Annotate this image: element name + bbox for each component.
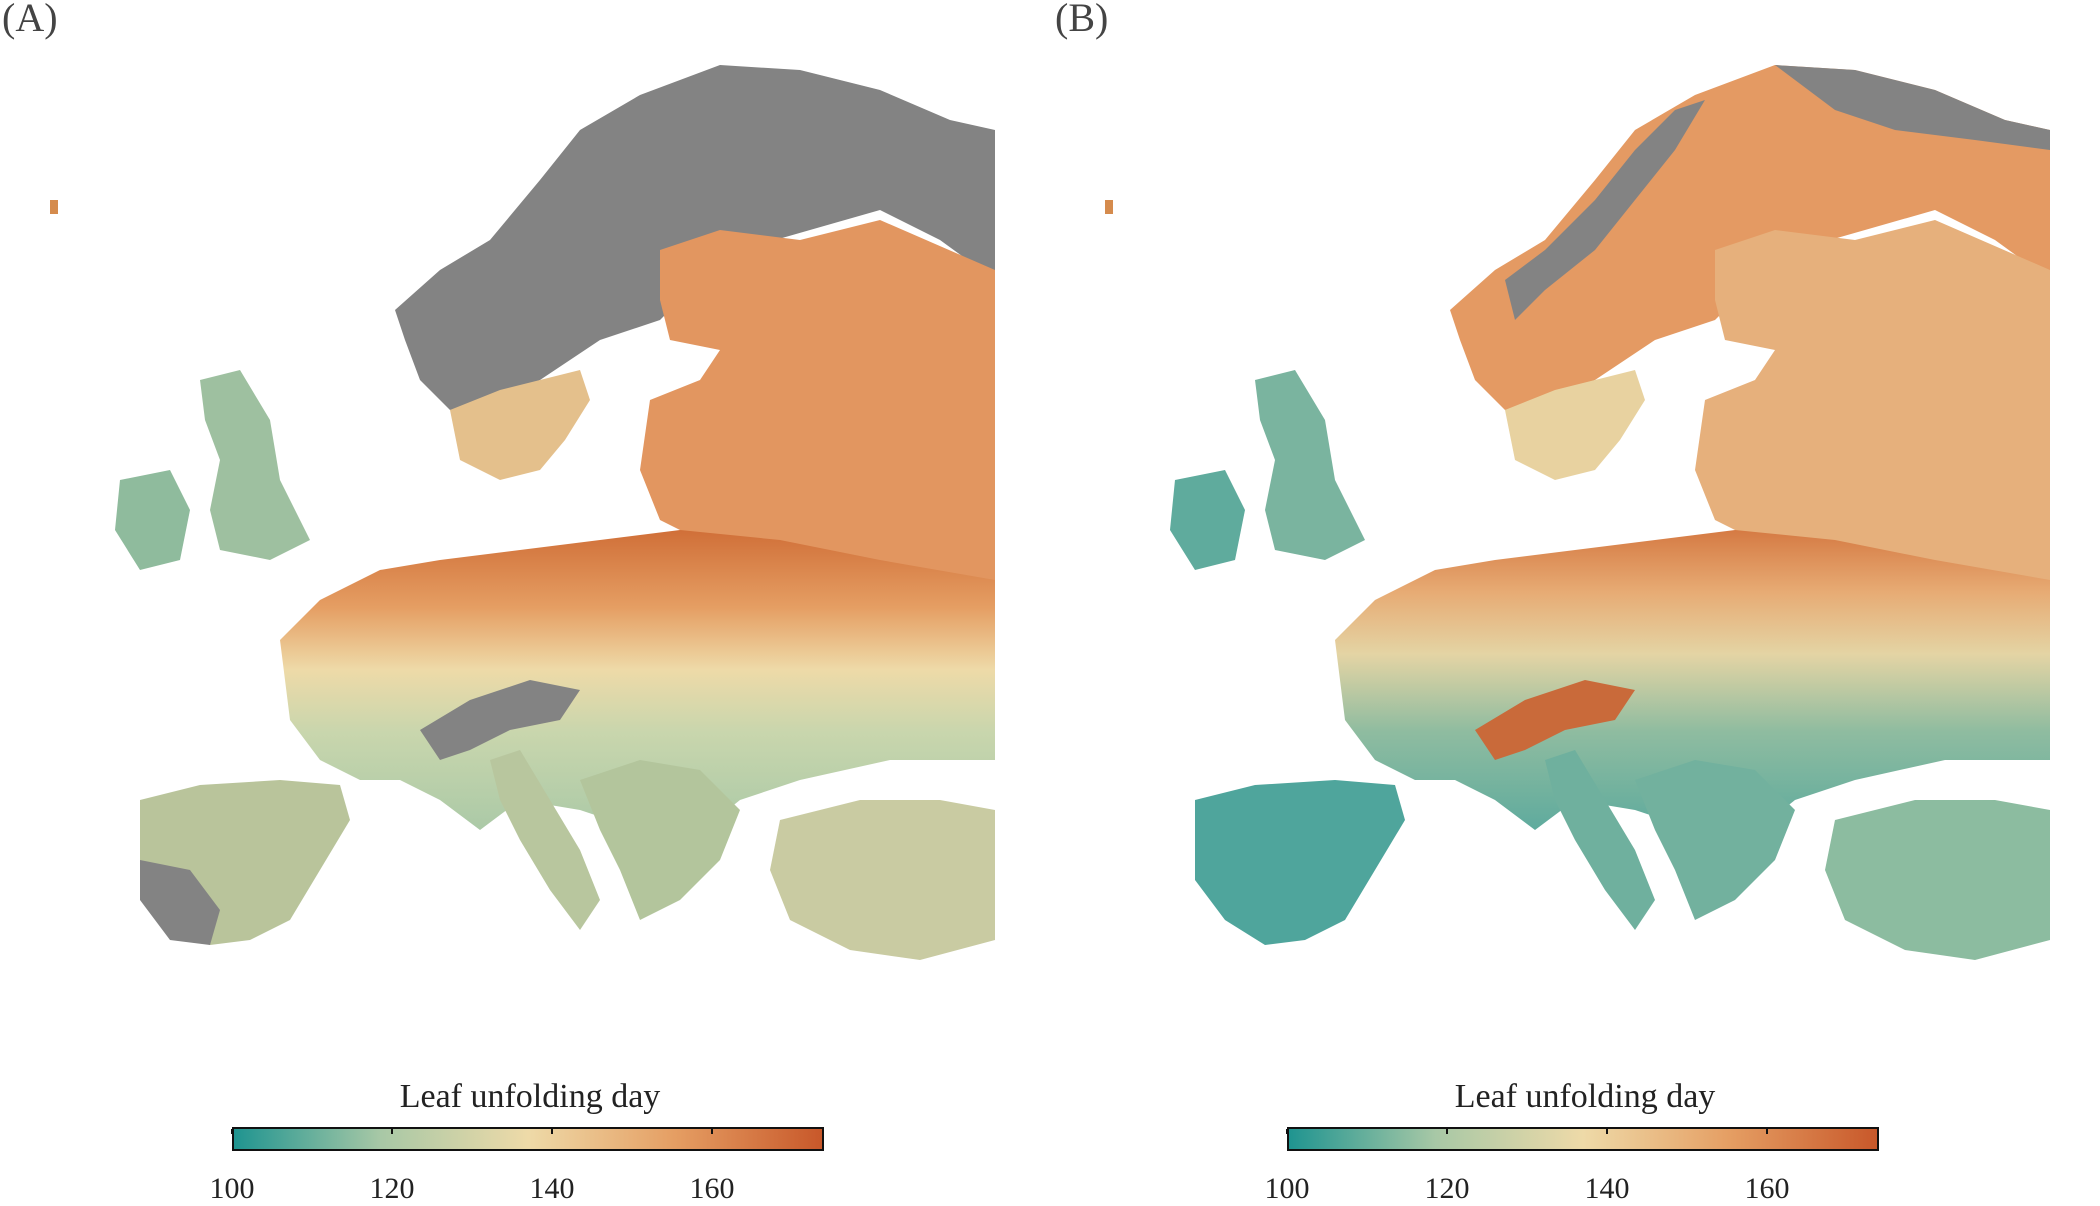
norway-mountains-nodata: [1505, 100, 1705, 320]
panel-a: (A): [0, 0, 1050, 1205]
central-europe-region: [1335, 530, 2050, 840]
alps-region: [420, 680, 580, 760]
europe-map-a: [50, 65, 995, 960]
balkans-region: [580, 760, 740, 920]
britain-region: [200, 370, 310, 560]
panel-label-a: (A): [2, 0, 58, 40]
colorbar-tick-mark: [1446, 1129, 1448, 1134]
legend-title-b: Leaf unfolding day: [1454, 1078, 1716, 1115]
colorbar-tick-label: 100: [209, 1172, 255, 1205]
colorbar-tick-label: 160: [1744, 1172, 1790, 1205]
colorbar-tick-label: 100: [1264, 1172, 1310, 1205]
panel-b: (B) Leaf unfolding day 100 120 140 160: [1055, 0, 2100, 1205]
ireland-region: [115, 470, 190, 570]
colorbar-tick-label: 120: [1424, 1172, 1470, 1205]
colorbar-tick-mark: [231, 1129, 233, 1134]
south-sweden-region: [450, 370, 590, 480]
alps-region: [1475, 680, 1635, 760]
colorbar-tick-mark: [391, 1129, 393, 1134]
italy-region: [1545, 750, 1655, 930]
colorbar-tick-mark: [1766, 1129, 1768, 1134]
legend-title-a: Leaf unfolding day: [399, 1078, 661, 1115]
colorbar-b: [1287, 1127, 1879, 1151]
ireland-region: [1170, 470, 1245, 570]
balkans-region: [1635, 760, 1795, 920]
central-europe-region: [280, 530, 995, 840]
island-west: [1105, 200, 1113, 214]
europe-map-b: [1105, 65, 2050, 960]
iberia-region: [1195, 780, 1405, 945]
iberia-nodata: [140, 860, 220, 945]
colorbar-tick-mark: [711, 1129, 713, 1134]
colorbar-tick-mark: [1286, 1129, 1288, 1134]
colorbar-tick-label: 160: [689, 1172, 735, 1205]
colorbar-tick-label: 140: [1584, 1172, 1630, 1205]
turkey-region: [770, 800, 995, 960]
colorbar-tick-mark: [1606, 1129, 1608, 1134]
south-sweden-region: [1505, 370, 1645, 480]
turkey-region: [1825, 800, 2050, 960]
britain-region: [1255, 370, 1365, 560]
north-nodata: [1775, 65, 2050, 150]
colorbar-a: [232, 1127, 824, 1151]
colorbar-tick-mark: [551, 1129, 553, 1134]
panel-label-b: (B): [1055, 0, 1109, 40]
colorbar-tick-label: 140: [529, 1172, 575, 1205]
island-west: [50, 200, 58, 214]
scandinavia-region: [1450, 65, 2050, 410]
scandinavia-region: [395, 65, 995, 410]
italy-region: [490, 750, 600, 930]
colorbar-tick-label: 120: [369, 1172, 415, 1205]
